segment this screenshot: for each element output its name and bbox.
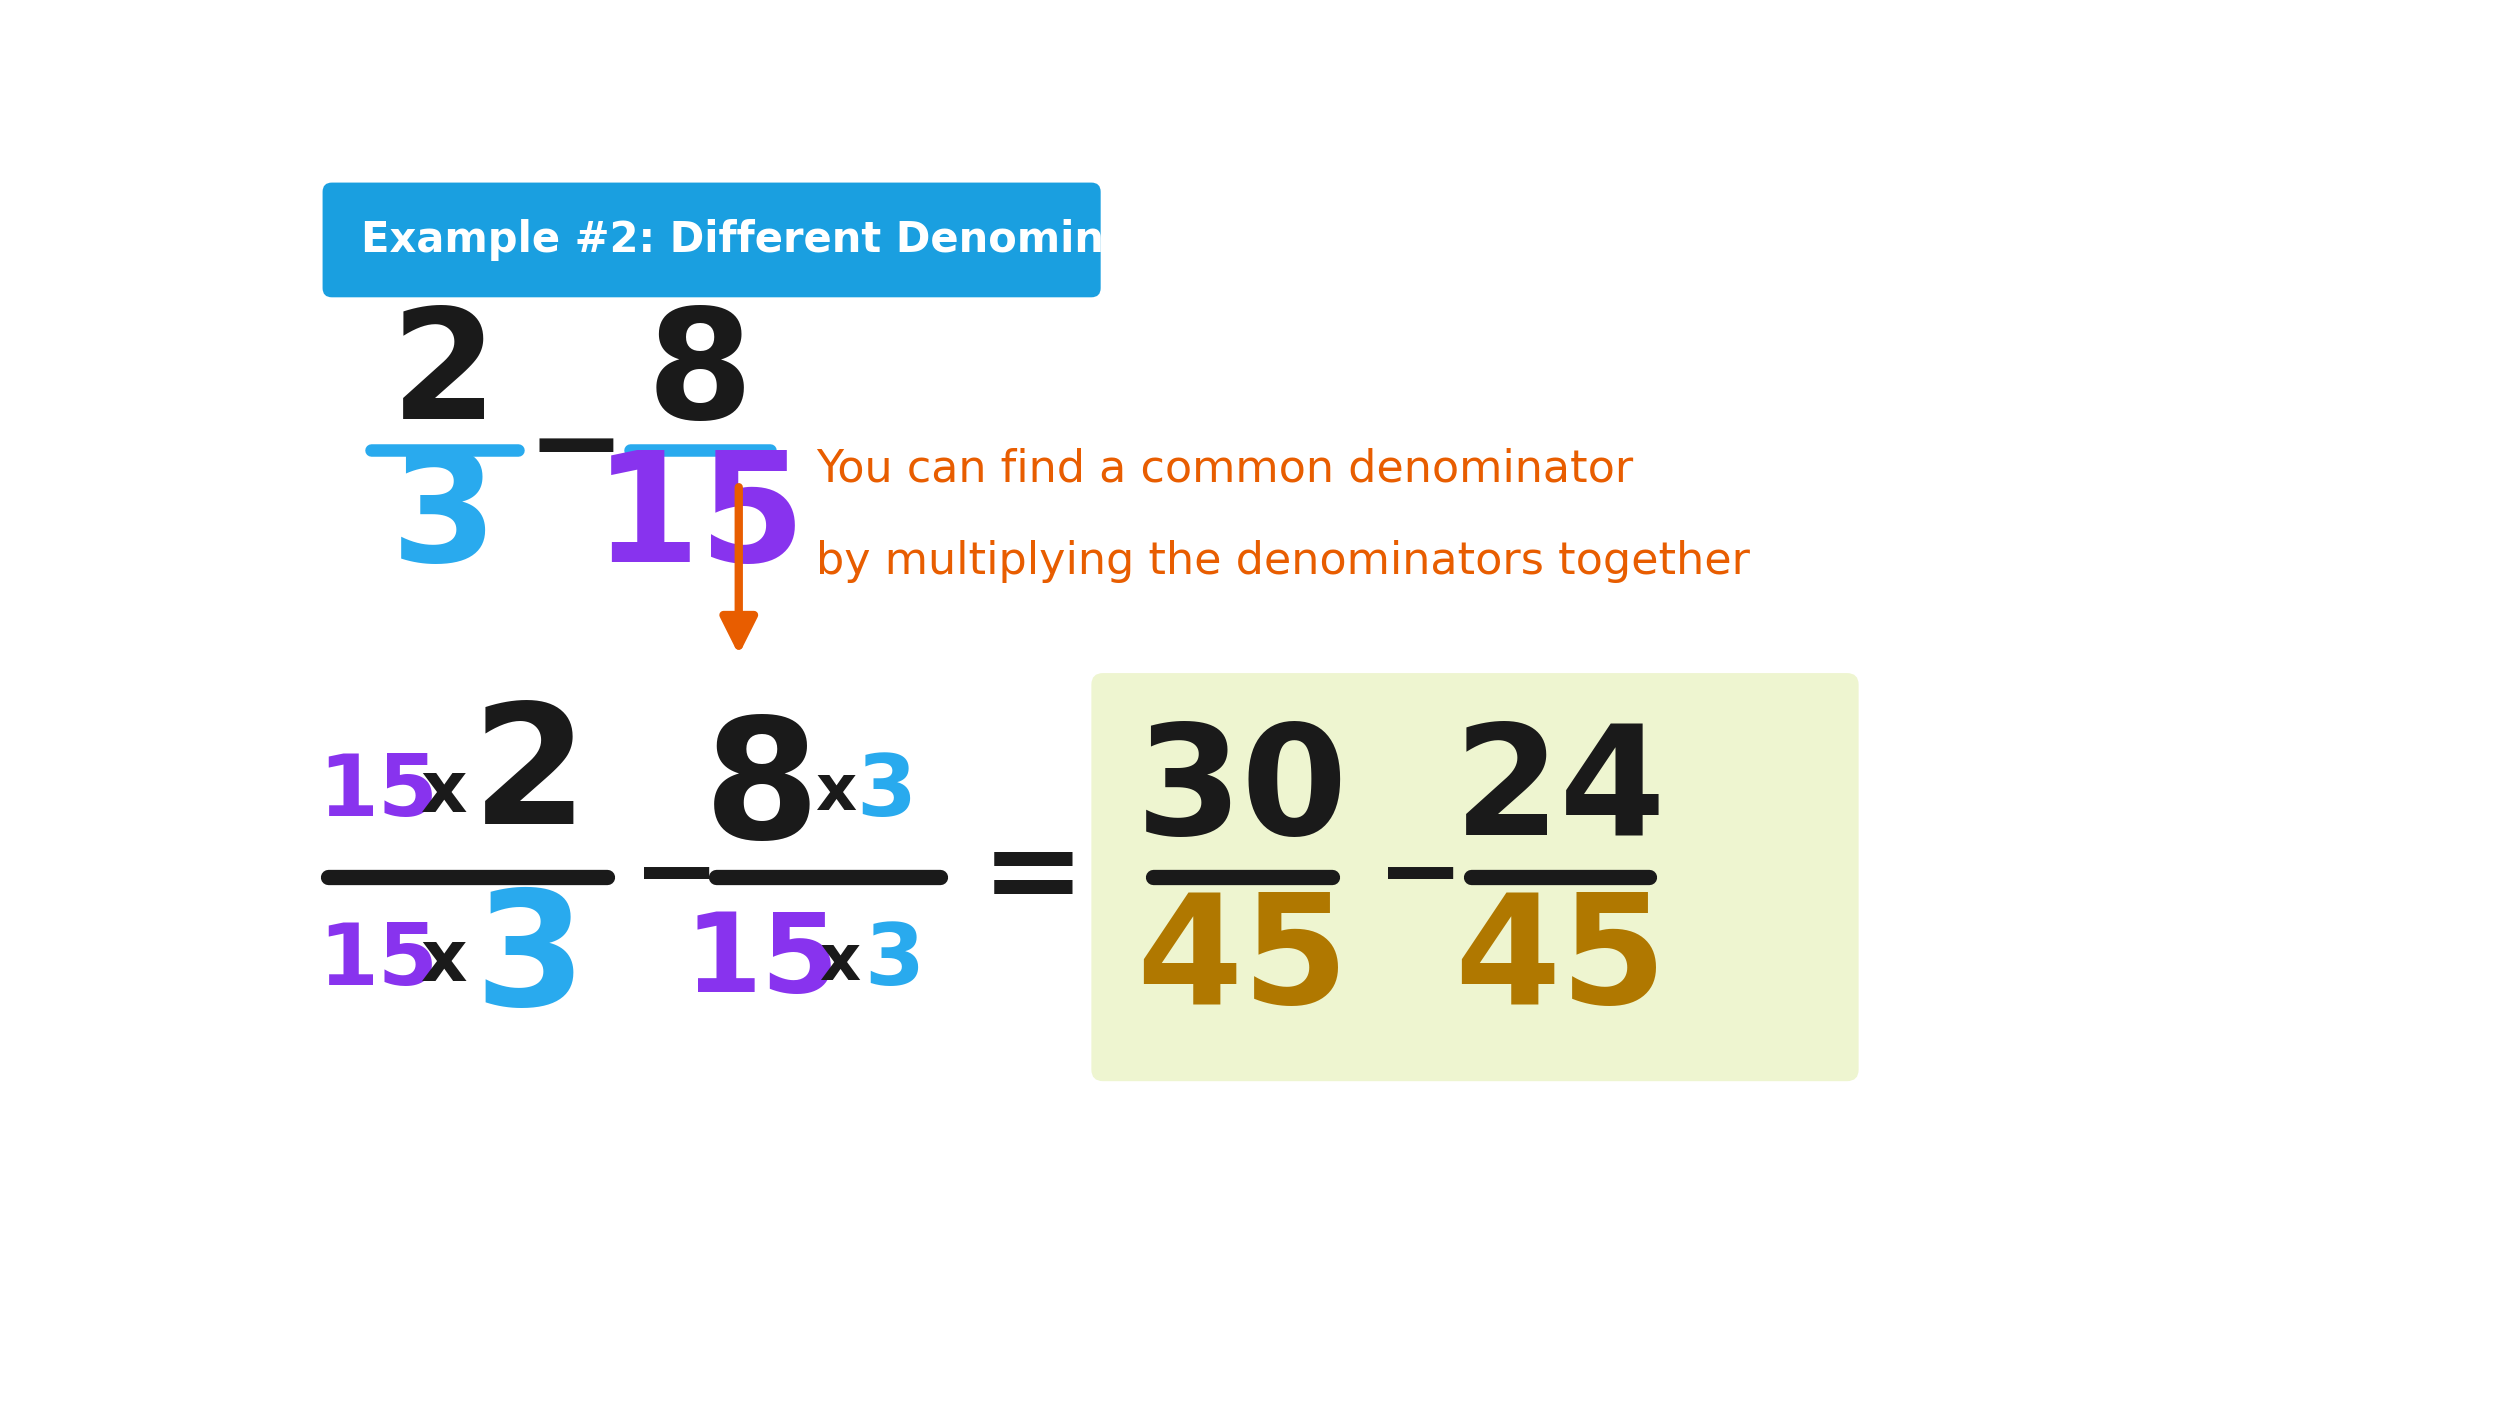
Text: 2: 2 bbox=[472, 696, 588, 859]
Text: 2: 2 bbox=[390, 302, 498, 451]
Text: x: x bbox=[815, 762, 855, 824]
Text: x: x bbox=[420, 928, 468, 997]
Text: 45: 45 bbox=[1135, 887, 1350, 1036]
Text: 45: 45 bbox=[1455, 887, 1668, 1036]
Text: 8: 8 bbox=[705, 711, 820, 875]
Text: 3: 3 bbox=[475, 884, 585, 1039]
Text: You can find a common denominator: You can find a common denominator bbox=[815, 447, 1632, 491]
Text: 15: 15 bbox=[318, 751, 438, 834]
Text: 15: 15 bbox=[318, 921, 438, 1004]
Text: 24: 24 bbox=[1455, 718, 1668, 868]
Text: 3: 3 bbox=[855, 751, 915, 834]
FancyBboxPatch shape bbox=[1092, 673, 1858, 1081]
Text: −: − bbox=[632, 827, 720, 928]
Text: 15: 15 bbox=[685, 908, 840, 1015]
Text: by multiplying the denominators together: by multiplying the denominators together bbox=[815, 540, 1750, 583]
Text: =: = bbox=[980, 817, 1085, 938]
FancyBboxPatch shape bbox=[322, 183, 1100, 297]
Text: 30: 30 bbox=[1138, 718, 1348, 868]
Text: −: − bbox=[1378, 827, 1465, 928]
Text: 3: 3 bbox=[865, 921, 925, 1004]
Text: 8: 8 bbox=[648, 302, 752, 451]
Text: Example #2: Different Denominators: Example #2: Different Denominators bbox=[360, 219, 1225, 262]
Text: x: x bbox=[420, 758, 468, 827]
Text: 3: 3 bbox=[390, 444, 498, 593]
Text: −: − bbox=[528, 392, 625, 508]
Text: x: x bbox=[820, 931, 860, 993]
Text: 15: 15 bbox=[595, 444, 805, 593]
